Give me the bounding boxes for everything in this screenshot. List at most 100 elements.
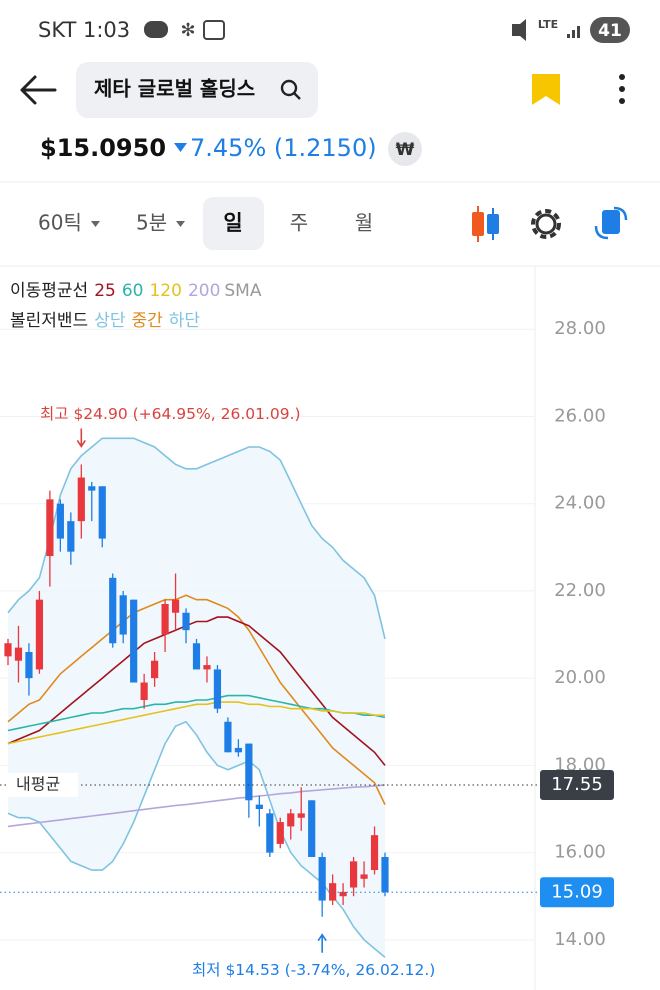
candle-body — [234, 747, 242, 753]
tab[interactable]: 60틱 — [38, 211, 82, 235]
status-carrier-time: SKT 1:03 — [38, 18, 130, 42]
legend-item: 25 — [94, 281, 116, 301]
menu-button[interactable] — [619, 74, 625, 104]
candle-body — [161, 604, 169, 635]
tab-selected-bg — [203, 197, 264, 250]
last-price-box — [540, 877, 614, 908]
candle-body — [140, 682, 148, 700]
average-price-box — [540, 770, 614, 801]
line — [7, 701, 385, 745]
band-fill — [8, 438, 385, 958]
candle-body — [130, 599, 138, 683]
status-icons: ✻ — [144, 19, 580, 41]
chart-type-button[interactable] — [472, 206, 499, 242]
legend-item: 200 — [188, 281, 220, 301]
candle-body — [119, 595, 127, 635]
currency-button[interactable] — [388, 132, 422, 166]
candle-body — [245, 743, 253, 801]
bb-legend: 볼린저밴드 상단 중간 하단 — [10, 311, 200, 331]
stock-title: 제타 글로벌 홀딩스 — [94, 77, 255, 101]
candle-body — [349, 861, 358, 888]
y-tick-label: 22.00 — [554, 580, 606, 601]
line — [7, 616, 386, 766]
candle-body — [360, 874, 368, 879]
battery-level: 41 — [598, 21, 622, 41]
y-tick-label: 28.00 — [554, 318, 606, 339]
low-arrow — [317, 933, 327, 953]
line — [7, 694, 386, 732]
candle-body — [109, 577, 117, 644]
line — [7, 437, 386, 640]
candle-body — [297, 813, 305, 818]
bookmark-button[interactable] — [532, 74, 560, 105]
legend-title: 이동평균선 — [10, 281, 88, 301]
legend-title: 볼린저밴드 — [10, 311, 88, 331]
candle-body — [329, 883, 337, 901]
candle-body — [171, 599, 180, 613]
candle-body — [25, 651, 33, 679]
legend-item: 중간 — [131, 311, 163, 331]
search-box[interactable] — [76, 62, 318, 118]
last-price: 15.09 — [551, 881, 603, 902]
candle-body — [255, 804, 263, 809]
tab[interactable]: 주 — [290, 211, 308, 235]
candle-body — [318, 856, 326, 901]
y-tick-label: 16.00 — [554, 842, 606, 863]
dropdown-caret — [91, 221, 100, 227]
candle-body — [339, 891, 347, 897]
low-annotation: 최저 $14.53 (-3.74%, 26.02.12.) — [192, 961, 435, 979]
candle-body — [192, 643, 201, 670]
search-icon — [280, 79, 301, 100]
line — [7, 594, 386, 805]
candle-body — [287, 813, 295, 827]
price: $15.0950 — [40, 134, 166, 162]
average-label: 내평균 — [16, 775, 60, 794]
status-network: LTE — [538, 18, 558, 31]
back-button[interactable] — [20, 75, 57, 105]
tab[interactable]: 일 — [223, 211, 242, 235]
high-annotation: 최고 $24.90 (+64.95%, 26.01.09.) — [40, 405, 301, 423]
candle-body — [182, 612, 190, 631]
legend-unit: SMA — [224, 281, 261, 301]
currency-label: ₩ — [396, 140, 415, 160]
candle-body — [276, 822, 284, 844]
candle-body — [370, 835, 379, 871]
average-price: 17.55 — [551, 774, 603, 795]
down-arrow — [174, 143, 187, 152]
candle-body — [4, 643, 12, 657]
tab[interactable]: 월 — [355, 211, 373, 235]
candle-body — [35, 599, 44, 670]
y-tick-label: 14.00 — [554, 929, 606, 950]
candle-body — [88, 486, 96, 491]
y-tick-label: 24.00 — [554, 493, 606, 514]
candle-body — [381, 856, 389, 893]
candle-body — [67, 521, 75, 552]
compare-button[interactable] — [594, 206, 628, 240]
candle-body — [213, 669, 222, 709]
legend-item: 상단 — [94, 311, 126, 331]
svg-text:✻: ✻ — [180, 20, 195, 41]
ma-legend: 이동평균선 25 60 120 200 SMA — [10, 281, 262, 301]
battery-pill — [590, 17, 630, 43]
settings-button[interactable] — [531, 209, 561, 239]
candle-body — [14, 647, 23, 661]
plot: 14.0016.0018.0020.0022.0024.0026.0028.00… — [0, 318, 614, 979]
high-arrow — [76, 428, 86, 448]
average-label-bg — [8, 773, 78, 798]
price-change: 7.45% (1.2150) — [190, 134, 377, 162]
legend-item: 120 — [149, 281, 181, 301]
candle-body — [151, 660, 159, 679]
y-tick-label: 20.00 — [554, 667, 606, 688]
candle-body — [46, 499, 54, 557]
line — [7, 784, 386, 828]
legend-item: 하단 — [169, 311, 201, 331]
tab[interactable]: 5분 — [136, 211, 167, 235]
candle-body — [203, 665, 211, 670]
candle-body — [98, 486, 106, 539]
legend-item: 60 — [122, 281, 144, 301]
candle-body — [224, 721, 232, 753]
candle-body — [56, 503, 64, 539]
